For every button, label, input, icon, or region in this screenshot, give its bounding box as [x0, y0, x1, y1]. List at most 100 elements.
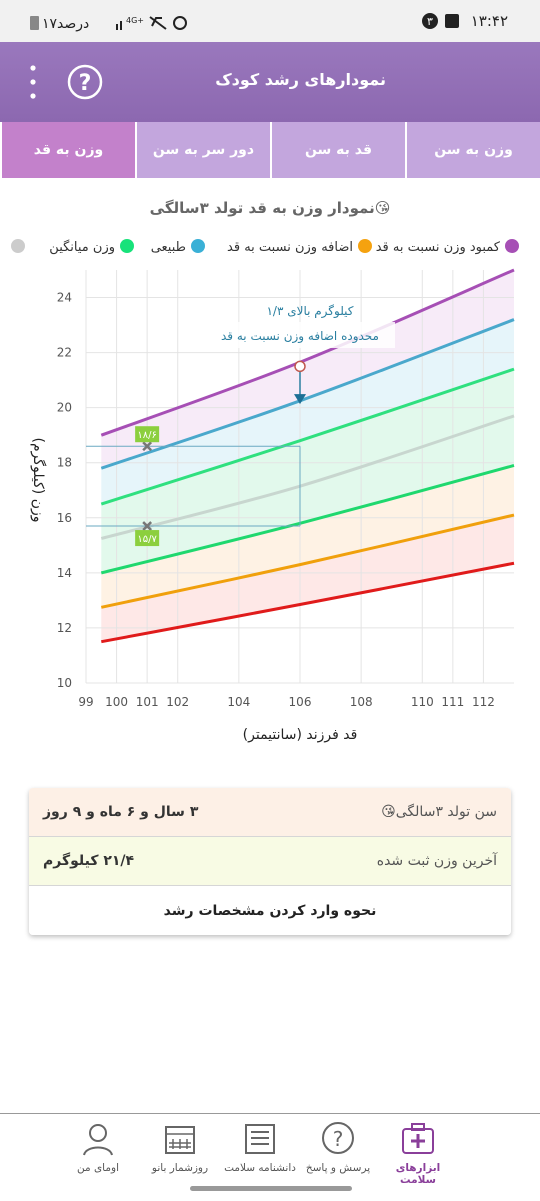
growth-line — [100, 513, 515, 609]
info-card: سن تولد ۳سالگی😘 ۳ سال و ۶ ماه و ۹ روز آخ… — [29, 788, 511, 935]
mute-icon — [149, 16, 167, 30]
info-value: ۲۱/۴ کیلوگرم — [43, 853, 135, 869]
battery: ۱۷درصد — [42, 16, 89, 32]
clock: ۱۳:۴۲ — [470, 12, 508, 30]
nav-item[interactable]: روزشمار بانو — [138, 1114, 222, 1174]
y-tick-label: 16 — [57, 511, 72, 525]
app-title: نمودارهای رشد کودک — [215, 70, 386, 89]
nav-item[interactable]: ? پرسش و پاسخ — [296, 1114, 380, 1174]
y-tick-label: 10 — [57, 676, 72, 690]
nav-item[interactable]: ابزارهای سلامت — [376, 1114, 460, 1186]
header-actions[interactable]: ? — [20, 62, 110, 102]
band — [101, 369, 515, 539]
label-box — [135, 426, 160, 443]
band — [101, 465, 515, 608]
status-icons: ۳ — [422, 13, 459, 29]
nav-icon[interactable]: ? — [318, 1119, 358, 1159]
status-left: ۱۷درصد 4G+ — [30, 16, 187, 32]
legend-dot — [11, 239, 25, 253]
gallery-icon — [445, 14, 459, 28]
signal — [120, 21, 122, 30]
info-row: آخرین وزن ثبت شده ۲۱/۴ کیلوگرم — [29, 837, 511, 886]
growth-line — [100, 367, 515, 506]
info-label: سن تولد ۳سالگی😘 — [381, 804, 497, 820]
note: ۱/۳ کیلوگرم بالای — [266, 304, 353, 319]
x-tick-label: 101 — [136, 695, 159, 709]
band — [101, 415, 515, 573]
signal — [116, 24, 118, 30]
x-tick-label: 100 — [105, 695, 128, 709]
y-tick-label: 24 — [57, 291, 72, 305]
legend-label: کمبود وزن نسبت به قد — [376, 240, 501, 255]
nav-icon[interactable] — [160, 1119, 200, 1159]
tab[interactable]: دور سر به سن — [135, 122, 270, 178]
note-bg — [205, 322, 395, 348]
y-axis-label: وزن (کیلوگرم) — [30, 438, 47, 523]
info-row: سن تولد ۳سالگی😘 ۳ سال و ۶ ماه و ۹ روز — [29, 788, 511, 837]
nav-item[interactable]: دانشنامه سلامت — [218, 1114, 302, 1174]
data-label: ۱۸/۶ — [137, 430, 156, 441]
network: 4G+ — [126, 16, 144, 25]
x-tick-label: 104 — [227, 695, 250, 709]
bottom-nav: ابزارهای سلامت? پرسش و پاسخ دانشنامه سلامت… — [0, 1113, 540, 1201]
band — [101, 319, 515, 505]
x-tick-label: 102 — [166, 695, 189, 709]
label-box — [135, 530, 160, 547]
nav-icon[interactable] — [78, 1119, 118, 1159]
current-point — [294, 360, 306, 373]
y-tick-label: 20 — [57, 401, 72, 415]
nav-label[interactable]: ابزارهای سلامت — [395, 1162, 441, 1186]
band — [101, 270, 515, 469]
band — [101, 515, 515, 642]
nav-label[interactable]: روزشمار بانو — [151, 1162, 209, 1174]
nav-label[interactable]: دانشنامه سلامت — [224, 1162, 296, 1174]
x-tick-label: 111 — [441, 695, 464, 709]
gesture-bar — [190, 1186, 352, 1191]
growth-line — [101, 561, 515, 644]
svg-text:?: ? — [333, 1127, 344, 1151]
y-tick-label: 22 — [57, 346, 72, 360]
data-label: ۱۵/۷ — [137, 534, 157, 545]
nav-label[interactable]: اومای من — [77, 1162, 119, 1174]
y-tick-label: 18 — [57, 456, 72, 470]
legend-dot — [120, 239, 134, 253]
nav-label[interactable]: پرسش و پاسخ — [305, 1162, 371, 1174]
help-button[interactable] — [67, 64, 103, 100]
badge — [422, 13, 438, 29]
x-axis-label: قد فرزند (سانتیمتر) — [243, 727, 358, 743]
info-link[interactable]: نحوه وارد کردن مشخصات رشد — [29, 886, 511, 935]
nav-icon[interactable] — [240, 1119, 280, 1159]
nav-icon[interactable] — [398, 1119, 438, 1159]
info-label: آخرین وزن ثبت شده — [376, 853, 497, 869]
legend-dot — [505, 239, 519, 253]
chart: نمودار وزن به قد تولد ۳سالگی😘 کمبود وزن ن… — [11, 199, 519, 743]
tab[interactable]: وزن به سن — [405, 122, 540, 178]
legend-dot — [191, 239, 205, 253]
x-tick-label: 112 — [472, 695, 495, 709]
alarm-icon — [173, 16, 187, 30]
chart-title: نمودار وزن به قد تولد ۳سالگی😘 — [150, 199, 391, 217]
x-tick-label: 110 — [411, 695, 434, 709]
menu-dot[interactable] — [30, 93, 36, 99]
tab[interactable]: وزن به قد — [0, 122, 135, 178]
status-bar: ۱۳:۴۲ ۳ ۱۷درصد 4G+ — [0, 0, 540, 42]
tab[interactable]: قد به سن — [270, 122, 405, 178]
nav-item[interactable]: اومای من — [56, 1114, 140, 1174]
legend-label: اضافه وزن نسبت به قد — [227, 240, 353, 255]
help-mark[interactable]: ? — [79, 71, 92, 96]
tab-bar: وزن به سن قد به سن دور سر به سن وزن به قد — [0, 122, 540, 178]
menu-dot[interactable] — [30, 65, 36, 71]
battery-icon — [30, 16, 39, 30]
legend-label: طبیعی — [151, 240, 186, 255]
cross-marker — [142, 521, 153, 531]
info-value: ۳ سال و ۶ ماه و ۹ روز — [43, 804, 199, 820]
y-tick-label: 12 — [57, 621, 72, 635]
x-tick-label: 106 — [289, 695, 312, 709]
menu-dot[interactable] — [30, 79, 36, 85]
y-tick-label: 14 — [57, 566, 72, 580]
note: محدوده اضافه وزن نسبت به قد — [221, 329, 379, 344]
x-tick-label: 108 — [350, 695, 373, 709]
x-tick-label: 99 — [78, 695, 93, 709]
notification-count: ۳ — [427, 15, 433, 28]
